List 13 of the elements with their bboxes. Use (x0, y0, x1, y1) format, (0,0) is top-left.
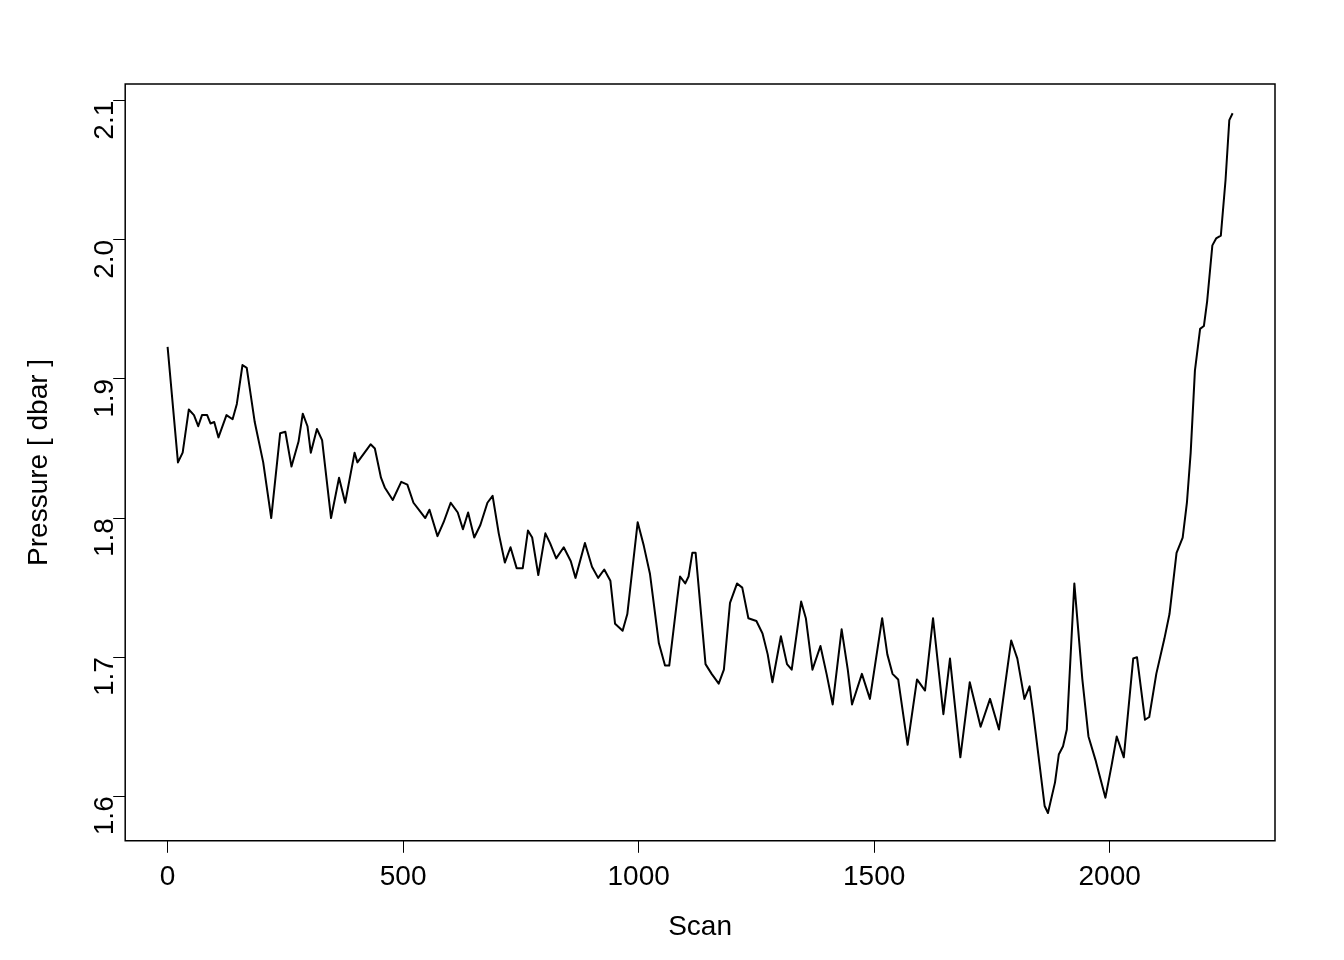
y-tick-label: 1.6 (87, 796, 119, 836)
y-tick-label: 1.7 (87, 657, 119, 697)
x-tick-label: 1000 (607, 860, 670, 892)
x-axis-title: Scan (668, 909, 733, 941)
y-tick-label: 2.1 (87, 100, 119, 140)
y-tick-label: 2.0 (87, 239, 119, 279)
y-axis-title: Pressure [ dbar ] (21, 358, 53, 566)
x-tick-label: 1500 (843, 860, 906, 892)
y-tick-label: 1.8 (87, 518, 119, 557)
x-tick-label: 0 (159, 860, 176, 892)
x-tick-label: 500 (379, 860, 427, 892)
y-tick-label: 1.9 (87, 378, 119, 418)
x-tick-label: 2000 (1078, 860, 1141, 892)
